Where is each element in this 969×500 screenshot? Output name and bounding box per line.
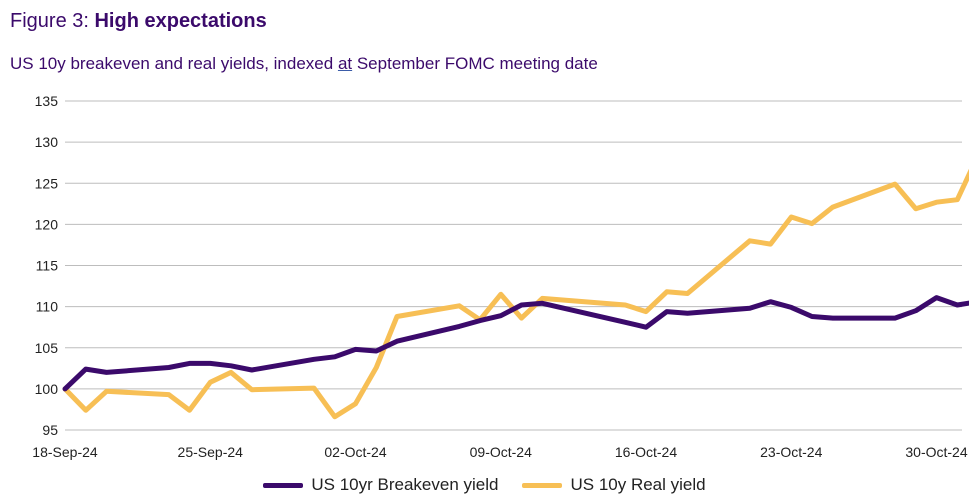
- figure-title: Figure 3: High expectations: [10, 10, 267, 33]
- y-tick-label: 125: [35, 175, 59, 191]
- y-tick-label: 120: [35, 216, 59, 232]
- y-tick-label: 95: [42, 422, 58, 438]
- x-tick-label: 23-Oct-24: [760, 444, 822, 460]
- series-line-real: [62, 168, 969, 420]
- y-tick-label: 115: [36, 258, 59, 274]
- x-tick-label: 02-Oct-24: [324, 444, 386, 460]
- figure-title-text: High expectations: [94, 10, 267, 32]
- line-chart: 95 100 105 110 115 120 125 130 135 18-Sep-24 25-Se…: [32, 93, 969, 460]
- subtitle-link[interactable]: at: [337, 54, 353, 73]
- chart-legend: US 10yr Breakeven yield US 10y Real yiel…: [0, 472, 969, 498]
- x-tick-label: 30-Oct-24: [905, 444, 967, 460]
- x-tick-label: 09-Oct-24: [470, 444, 532, 460]
- legend-swatch-real: [522, 482, 563, 488]
- y-tick-label: 135: [35, 93, 59, 109]
- y-tick-label: 100: [35, 381, 59, 397]
- legend-label-breakeven: US 10yr Breakeven yield: [311, 475, 499, 494]
- figure-subtitle: US 10y breakeven and real yields, indexe…: [10, 54, 598, 74]
- subtitle-post: September FOMC meeting date: [352, 54, 598, 73]
- y-tick-label: 110: [36, 299, 59, 315]
- subtitle-pre: US 10y breakeven and real yields, indexe…: [10, 54, 338, 73]
- x-tick-label: 25-Sep-24: [178, 444, 244, 460]
- legend-swatch-breakeven: [263, 482, 304, 488]
- y-tick-label: 130: [35, 134, 59, 150]
- legend-label-real: US 10y Real yield: [570, 475, 706, 494]
- legend-item-real: US 10y Real yield: [522, 472, 706, 498]
- figure-label: Figure 3:: [10, 10, 95, 32]
- y-tick-label: 105: [35, 340, 59, 356]
- x-tick-label: 16-Oct-24: [615, 444, 677, 460]
- series-line-breakeven: [62, 295, 969, 392]
- legend-item-breakeven: US 10yr Breakeven yield: [263, 472, 498, 498]
- x-tick-label: 18-Sep-24: [32, 444, 98, 460]
